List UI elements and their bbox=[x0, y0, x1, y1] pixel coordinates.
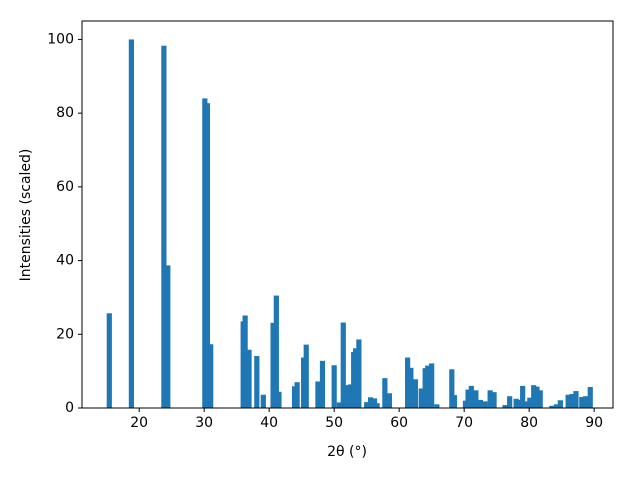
y-tick-label: 100 bbox=[47, 31, 74, 47]
bar bbox=[364, 402, 370, 408]
y-tick-label: 40 bbox=[56, 253, 74, 269]
bar bbox=[386, 393, 393, 408]
bar bbox=[451, 395, 458, 408]
bar bbox=[161, 45, 167, 409]
bar bbox=[353, 348, 359, 408]
bar bbox=[260, 394, 266, 408]
bar bbox=[303, 344, 309, 408]
x-tick-label: 20 bbox=[130, 415, 148, 431]
bar bbox=[527, 397, 533, 408]
bar bbox=[204, 103, 211, 408]
bar bbox=[569, 393, 575, 408]
bar bbox=[246, 349, 252, 408]
bar bbox=[549, 405, 555, 408]
bar bbox=[254, 356, 260, 408]
bar bbox=[315, 381, 321, 408]
bar bbox=[520, 385, 526, 408]
bar bbox=[242, 315, 248, 408]
bar bbox=[374, 403, 380, 408]
bar bbox=[336, 402, 342, 408]
bar bbox=[465, 389, 471, 408]
bar bbox=[513, 398, 519, 408]
bar bbox=[534, 386, 540, 408]
bar bbox=[106, 313, 112, 408]
bar bbox=[319, 360, 326, 408]
bar bbox=[573, 391, 579, 408]
bar bbox=[165, 265, 171, 408]
bar bbox=[273, 295, 279, 408]
bar bbox=[340, 322, 346, 408]
bar bbox=[405, 357, 411, 408]
bar bbox=[382, 378, 388, 408]
bar bbox=[429, 363, 435, 408]
bar bbox=[531, 385, 537, 408]
bar bbox=[347, 384, 354, 408]
bar bbox=[523, 401, 530, 408]
x-tick-label: 40 bbox=[260, 415, 278, 431]
bar bbox=[468, 385, 474, 408]
bar bbox=[434, 404, 440, 408]
x-tick-label: 30 bbox=[195, 415, 213, 431]
bar bbox=[537, 390, 543, 408]
bar bbox=[128, 39, 134, 409]
bar bbox=[331, 365, 337, 408]
bar bbox=[579, 396, 585, 408]
bar bbox=[502, 405, 508, 408]
x-axis-label: 2θ (°) bbox=[327, 444, 367, 460]
plot-frame bbox=[81, 20, 614, 409]
bar bbox=[367, 397, 374, 408]
bar bbox=[557, 400, 563, 408]
y-tick-label: 0 bbox=[65, 400, 74, 416]
y-tick-label: 80 bbox=[56, 105, 74, 121]
bar bbox=[425, 365, 431, 408]
bar bbox=[553, 404, 560, 408]
bar bbox=[583, 396, 589, 408]
bar bbox=[565, 394, 571, 408]
bar bbox=[491, 392, 497, 408]
x-tick-label: 80 bbox=[520, 415, 538, 431]
bar bbox=[487, 390, 493, 408]
x-tick-label: 50 bbox=[325, 415, 343, 431]
y-axis-label: Intensities (scaled) bbox=[18, 149, 34, 282]
bar bbox=[294, 382, 300, 408]
bar bbox=[473, 390, 479, 408]
bar bbox=[208, 344, 214, 408]
x-tick-label: 60 bbox=[390, 415, 408, 431]
y-tick-label: 20 bbox=[56, 326, 74, 342]
bar bbox=[270, 322, 276, 408]
bar bbox=[516, 399, 523, 408]
bar bbox=[477, 399, 484, 408]
bar bbox=[507, 396, 513, 408]
x-tick-label: 70 bbox=[455, 415, 473, 431]
bar bbox=[587, 386, 593, 408]
y-tick-label: 60 bbox=[56, 179, 74, 195]
bar bbox=[356, 339, 362, 408]
bar bbox=[276, 391, 282, 408]
x-tick-label: 90 bbox=[585, 415, 603, 431]
bar bbox=[482, 401, 488, 408]
bar bbox=[418, 388, 424, 408]
bar bbox=[408, 367, 414, 408]
bar bbox=[449, 369, 455, 408]
bar bbox=[412, 379, 419, 408]
